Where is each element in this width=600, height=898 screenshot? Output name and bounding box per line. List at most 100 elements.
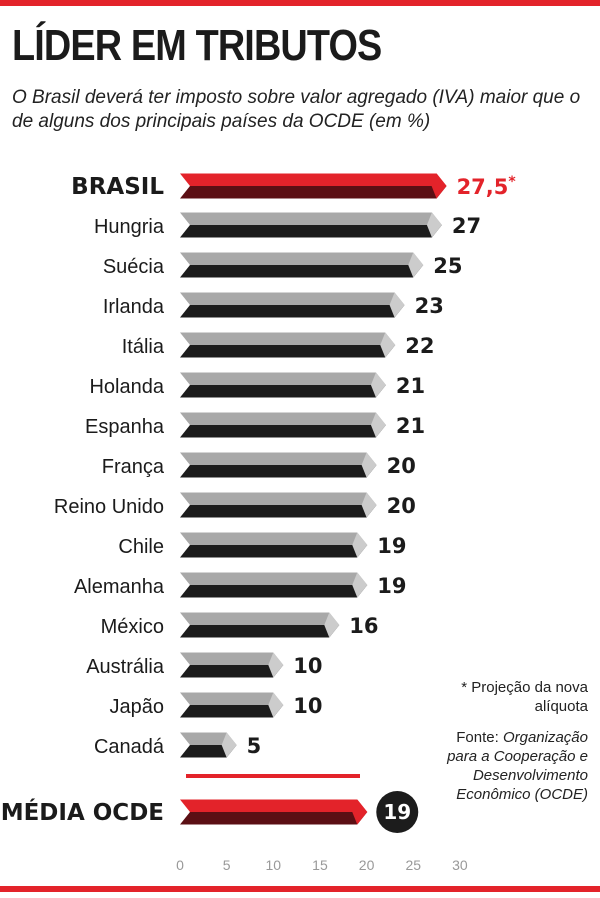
bar-top-italia bbox=[180, 332, 396, 345]
category-label-chile: Chile bbox=[118, 536, 164, 558]
bar-bottom-espanha bbox=[180, 425, 386, 438]
value-label-holanda: 21 bbox=[396, 374, 425, 398]
bar-cap-brasil bbox=[431, 173, 447, 199]
source-prefix: Fonte: bbox=[456, 729, 503, 746]
bar-franca bbox=[180, 452, 377, 478]
bar-cap-irlanda bbox=[389, 292, 405, 318]
chart-notes: * Projeção da nova alíquota Fonte: Organ… bbox=[428, 678, 588, 804]
x-tick-15: 15 bbox=[312, 857, 328, 873]
bar-holanda bbox=[180, 372, 386, 398]
category-label-holanda: Holanda bbox=[89, 376, 164, 398]
bar-top-chile bbox=[180, 532, 368, 545]
x-tick-25: 25 bbox=[405, 857, 421, 873]
category-label-japao: Japão bbox=[110, 696, 165, 718]
chart-title: LÍDER EM TRIBUTOS bbox=[12, 21, 382, 70]
value-label-chile: 19 bbox=[377, 534, 406, 558]
bar-bottom-mexico bbox=[180, 625, 340, 638]
bar-media-ocde bbox=[180, 799, 368, 825]
category-label-irlanda: Irlanda bbox=[103, 296, 165, 318]
bar-cap-chile bbox=[352, 532, 368, 558]
bar-italia bbox=[180, 332, 396, 358]
bar-top-reino-unido bbox=[180, 492, 377, 505]
bar-bottom-holanda bbox=[180, 385, 386, 398]
bar-irlanda bbox=[180, 292, 405, 318]
bar-chile bbox=[180, 532, 368, 558]
value-label-alemanha: 19 bbox=[377, 574, 406, 598]
category-label-suecia: Suécia bbox=[103, 256, 165, 278]
bars-layer: BRASIL 27,5* Hungria 27 Suécia 25 Irlanda 23 Itá… bbox=[1, 173, 517, 833]
x-tick-20: 20 bbox=[359, 857, 375, 873]
category-label-hungria: Hungria bbox=[94, 216, 165, 238]
value-label-reino-unido: 20 bbox=[387, 494, 416, 518]
bar-cap-alemanha bbox=[352, 572, 368, 598]
bar-bottom-hungria bbox=[180, 225, 442, 238]
value-label-brasil: 27,5* bbox=[457, 174, 517, 199]
category-label-alemanha: Alemanha bbox=[74, 576, 165, 598]
bar-cap-japao bbox=[268, 692, 284, 718]
bar-cap-espanha bbox=[370, 412, 386, 438]
value-label-canada: 5 bbox=[247, 734, 262, 758]
bar-top-canada bbox=[180, 732, 237, 745]
x-tick-0: 0 bbox=[176, 857, 184, 873]
source-name: Organização para a Cooperação e Desenvol… bbox=[447, 729, 588, 803]
bar-japao bbox=[180, 692, 284, 718]
bar-top-hungria bbox=[180, 212, 442, 225]
value-label-japao: 10 bbox=[293, 694, 322, 718]
x-tick-10: 10 bbox=[266, 857, 282, 873]
bar-espanha bbox=[180, 412, 386, 438]
value-label-media-ocde: 19 bbox=[383, 800, 411, 824]
category-label-franca: França bbox=[102, 456, 165, 478]
category-label-canada: Canadá bbox=[94, 736, 165, 758]
bar-bottom-italia bbox=[180, 345, 396, 358]
x-axis: 0 5 10 15 20 25 30 bbox=[176, 857, 468, 873]
bar-cap-hungria bbox=[426, 212, 442, 238]
source-note: Fonte: Organização para a Cooperação e D… bbox=[428, 728, 588, 804]
bar-bottom-suecia bbox=[180, 265, 424, 278]
bar-cap-australia bbox=[268, 652, 284, 678]
bar-bottom-canada bbox=[180, 745, 237, 758]
bar-top-brasil bbox=[180, 173, 447, 186]
bar-australia bbox=[180, 652, 284, 678]
bar-hungria bbox=[180, 212, 442, 238]
bar-cap-italia bbox=[380, 332, 396, 358]
value-label-irlanda: 23 bbox=[415, 294, 444, 318]
bar-top-franca bbox=[180, 452, 377, 465]
bar-top-alemanha bbox=[180, 572, 368, 585]
bar-cap-suecia bbox=[408, 252, 424, 278]
bar-top-irlanda bbox=[180, 292, 405, 305]
value-label-espanha: 21 bbox=[396, 414, 425, 438]
top-rule bbox=[0, 0, 600, 6]
bar-bottom-reino-unido bbox=[180, 505, 377, 518]
chart-subtitle: O Brasil deverá ter imposto sobre valor … bbox=[12, 87, 581, 132]
bar-top-japao bbox=[180, 692, 284, 705]
bottom-rule bbox=[0, 886, 600, 892]
value-label-australia: 10 bbox=[293, 654, 322, 678]
bar-suecia bbox=[180, 252, 424, 278]
x-tick-30: 30 bbox=[452, 857, 468, 873]
x-tick-5: 5 bbox=[223, 857, 231, 873]
category-label-australia: Austrália bbox=[86, 656, 165, 678]
bar-top-espanha bbox=[180, 412, 386, 425]
bar-bottom-japao bbox=[180, 705, 284, 718]
category-label-espanha: Espanha bbox=[85, 416, 165, 438]
value-label-franca: 20 bbox=[387, 454, 416, 478]
category-label-italia: Itália bbox=[122, 336, 165, 358]
bar-bottom-franca bbox=[180, 465, 377, 478]
bar-reino-unido bbox=[180, 492, 377, 518]
bar-cap-canada bbox=[221, 732, 237, 758]
value-label-mexico: 16 bbox=[349, 614, 378, 638]
average-separator bbox=[186, 774, 360, 778]
bar-bottom-australia bbox=[180, 665, 284, 678]
bar-bottom-media-ocde bbox=[180, 812, 368, 825]
bar-cap-holanda bbox=[370, 372, 386, 398]
bar-cap-franca bbox=[361, 452, 377, 478]
bar-bottom-chile bbox=[180, 545, 368, 558]
asterisk-note: * Projeção da nova alíquota bbox=[461, 679, 588, 715]
bar-top-holanda bbox=[180, 372, 386, 385]
bar-cap-reino-unido bbox=[361, 492, 377, 518]
category-label-mexico: México bbox=[101, 616, 164, 638]
bar-top-media-ocde bbox=[180, 799, 368, 812]
category-label-reino-unido: Reino Unido bbox=[54, 496, 164, 518]
category-label-brasil: BRASIL bbox=[71, 174, 164, 200]
